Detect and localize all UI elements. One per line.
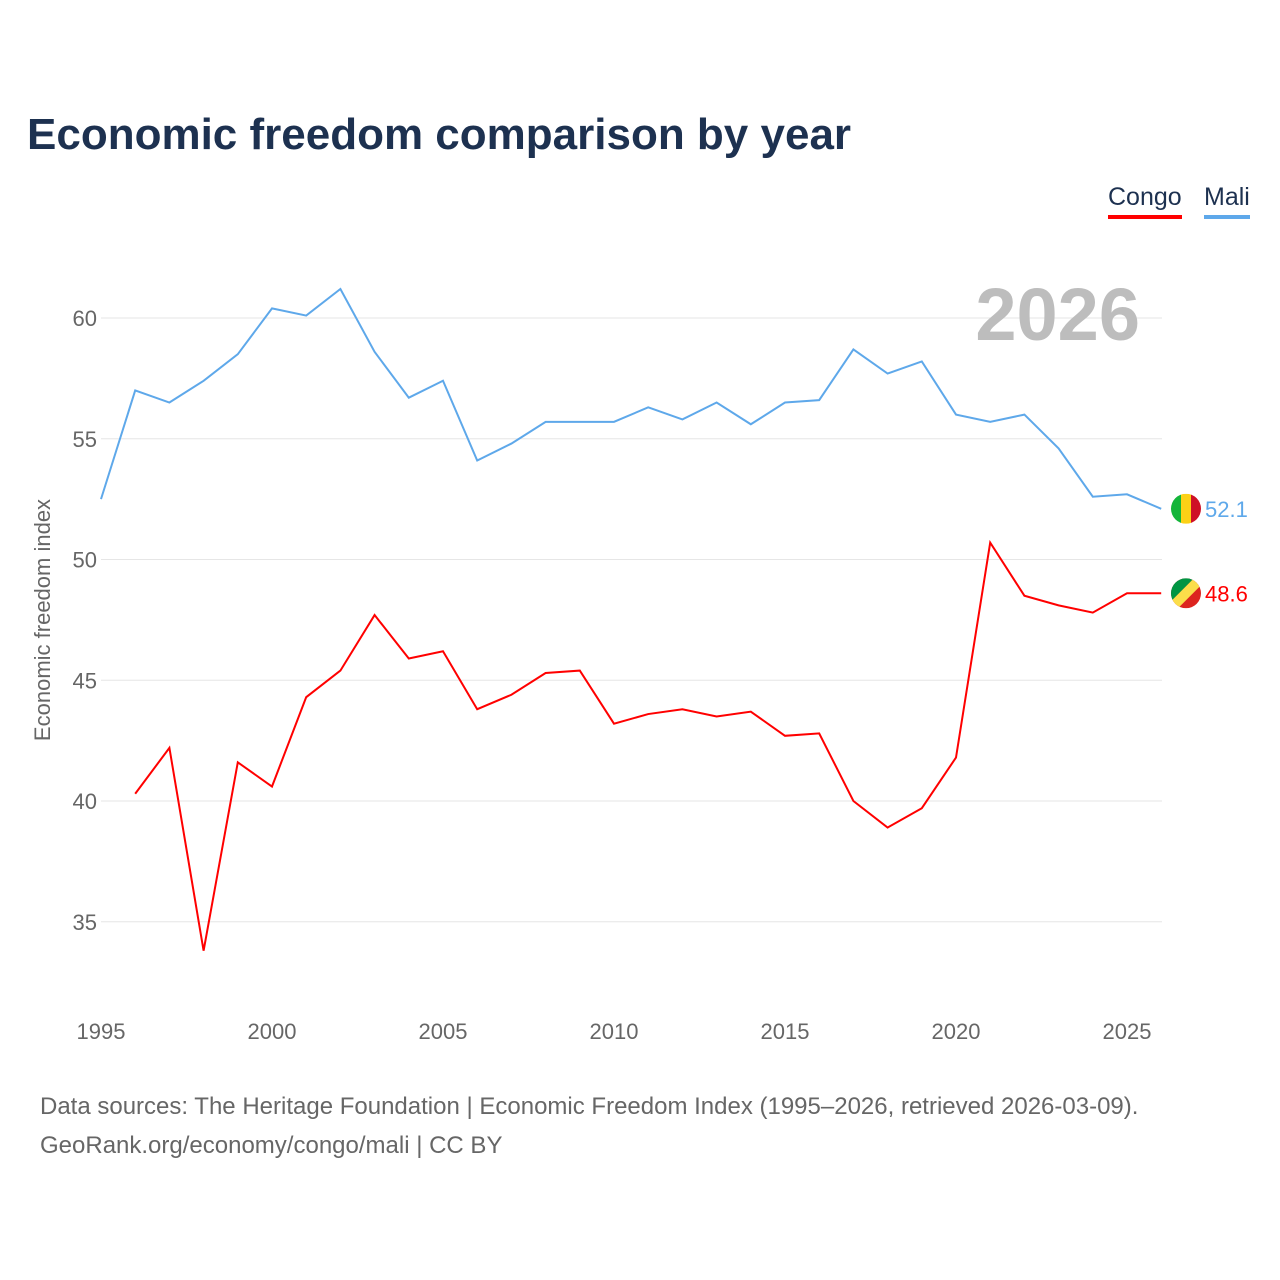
y-tick-label: 50 bbox=[73, 548, 97, 573]
chart-title: Economic freedom comparison by year bbox=[27, 110, 852, 159]
end-value-label: 52.1 bbox=[1205, 497, 1248, 522]
year-watermark: 2026 bbox=[975, 273, 1140, 356]
y-tick-label: 55 bbox=[73, 427, 97, 452]
x-tick-label: 1995 bbox=[77, 1019, 126, 1044]
x-tick-label: 2025 bbox=[1103, 1019, 1152, 1044]
legend-congo[interactable]: Congo bbox=[1108, 183, 1182, 219]
x-tick-label: 2015 bbox=[761, 1019, 810, 1044]
flag-icon-mali bbox=[1171, 493, 1201, 524]
x-tick-label: 2010 bbox=[590, 1019, 639, 1044]
source-line-1: Data sources: The Heritage Foundation | … bbox=[40, 1093, 1139, 1120]
source-note: Data sources: The Heritage Foundation | … bbox=[40, 1087, 1138, 1165]
series-line-congo bbox=[134, 539, 1162, 951]
source-line-2[interactable]: GeoRank.org/economy/congo/mali | CC BY bbox=[40, 1132, 503, 1159]
flag-icon-congo bbox=[1171, 578, 1201, 609]
x-tick-label: 2000 bbox=[248, 1019, 297, 1044]
y-axis-label: Economic freedom index bbox=[30, 499, 55, 741]
end-value-label: 48.6 bbox=[1205, 581, 1248, 606]
x-tick-label: 2005 bbox=[419, 1019, 468, 1044]
y-tick-label: 60 bbox=[73, 306, 97, 331]
series-line-mali bbox=[100, 287, 1162, 510]
y-tick-label: 40 bbox=[73, 789, 97, 814]
y-tick-label: 35 bbox=[73, 910, 97, 935]
x-tick-label: 2020 bbox=[932, 1019, 981, 1044]
legend-mali[interactable]: Mali bbox=[1204, 183, 1250, 219]
y-tick-label: 45 bbox=[73, 668, 97, 693]
